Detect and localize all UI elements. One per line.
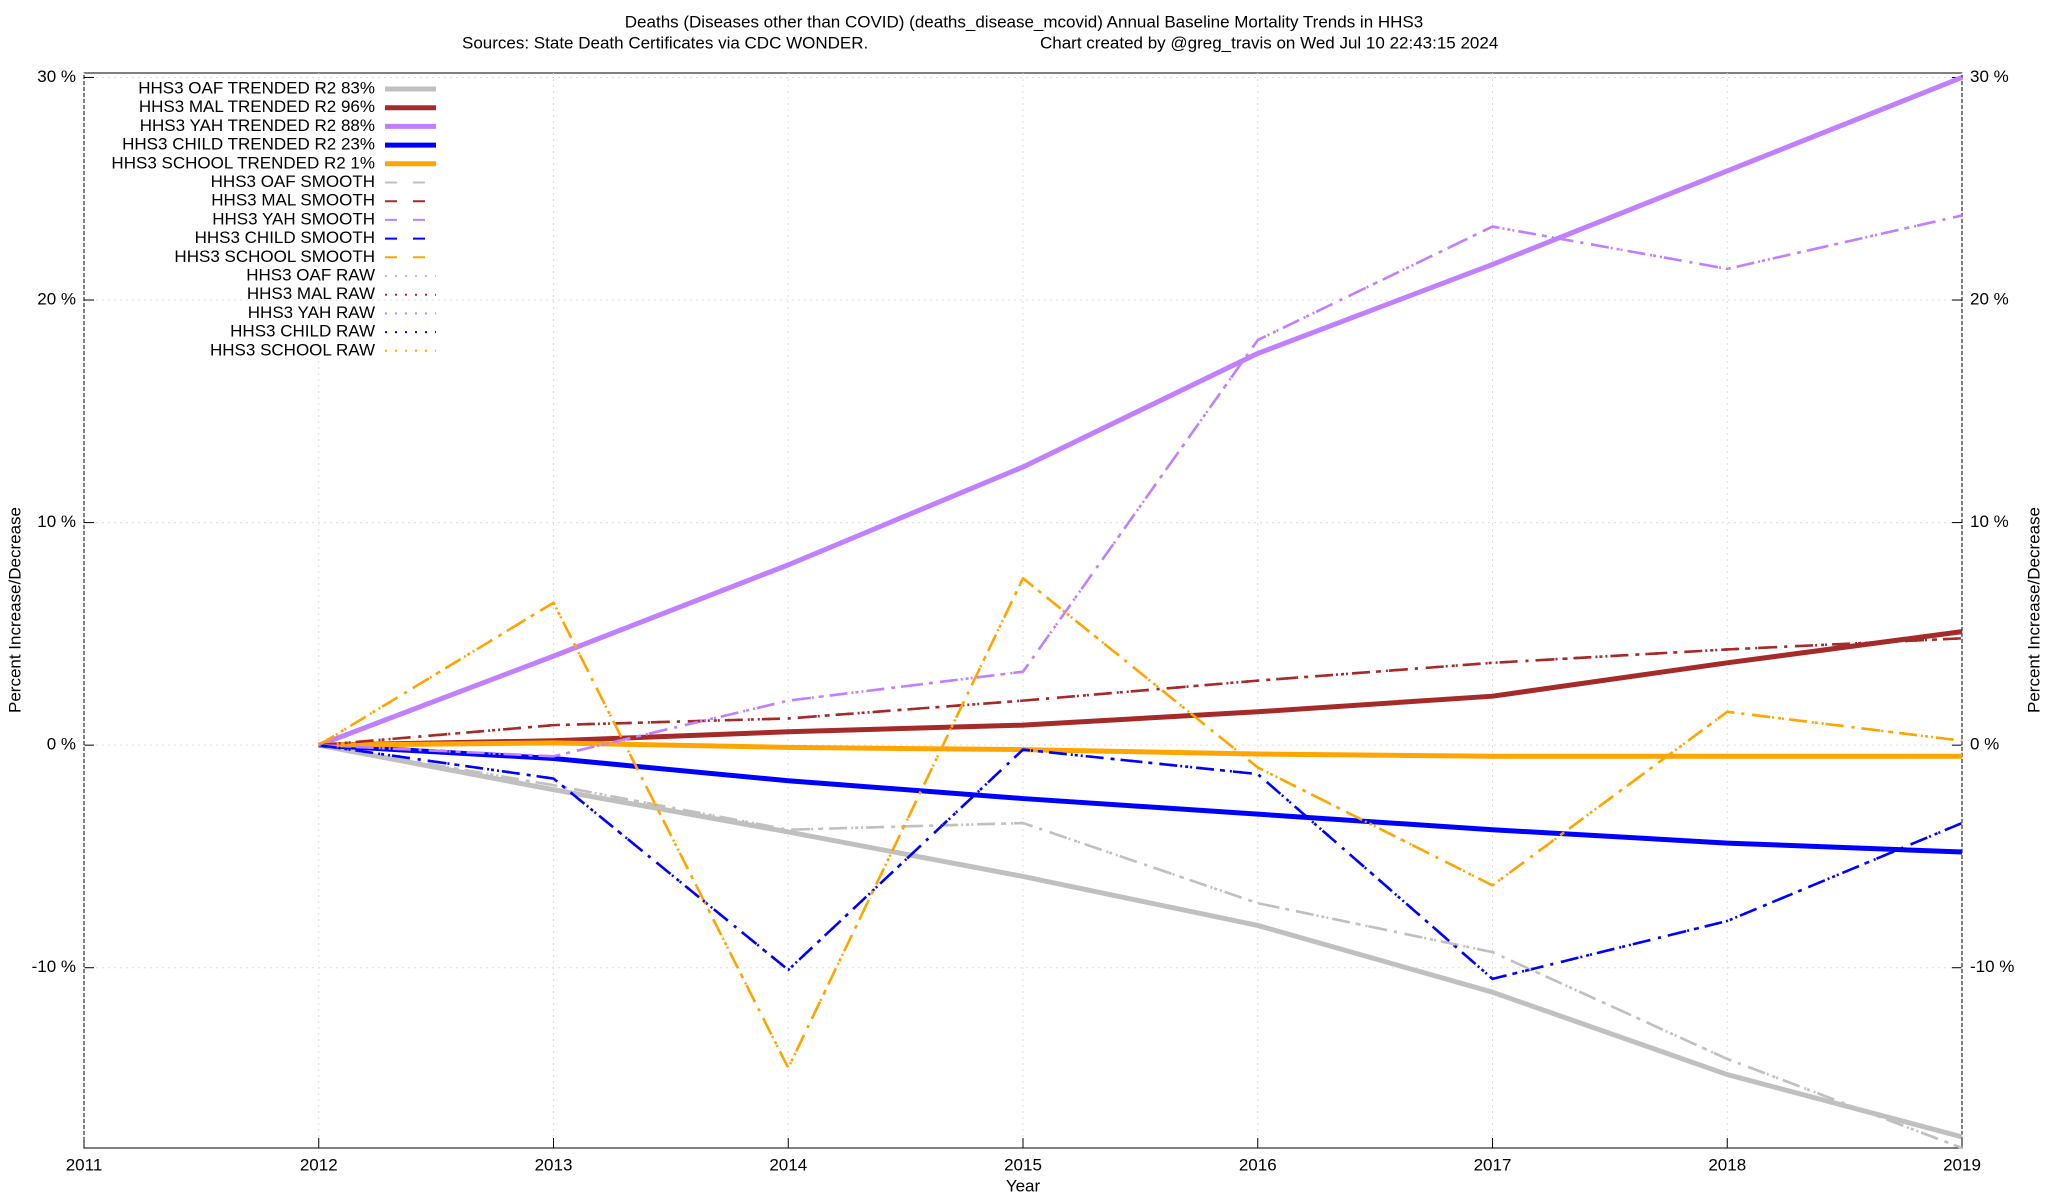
y2-tick-label: -10 % (1970, 957, 2014, 976)
series-line (318, 637, 1963, 747)
y-tick-label: 20 % (37, 290, 76, 309)
legend-label: HHS3 YAH SMOOTH (212, 209, 375, 228)
series-line (318, 742, 1963, 1140)
x-tick-label: 2011 (66, 1155, 103, 1174)
y2-tick-label: 30 % (1970, 67, 2009, 86)
legend-label: HHS3 CHILD RAW (230, 322, 375, 341)
y-tick-label: -10 % (32, 957, 76, 976)
y-axis-label: Percent Increase/Decrease (5, 507, 24, 713)
x-tick-label: 2013 (535, 1155, 573, 1174)
x-tick-label: 2012 (300, 1155, 338, 1174)
legend-label: HHS3 CHILD SMOOTH (195, 228, 375, 247)
series-line (318, 743, 1963, 1150)
y2-tick-label: 0 % (1970, 735, 1999, 754)
series-line (318, 742, 1963, 855)
legend-label: HHS3 OAF RAW (246, 265, 375, 284)
x-tick-label: 2016 (1239, 1155, 1277, 1174)
series-line (318, 740, 1962, 759)
series-line (318, 743, 1963, 981)
chart-credit: Chart created by @greg_travis on Wed Jul… (1040, 33, 1498, 52)
legend-label: HHS3 SCHOOL RAW (210, 340, 375, 359)
legend-label: HHS3 YAH TRENDED R2 88% (140, 116, 375, 135)
x-tick-label: 2017 (1474, 1155, 1512, 1174)
legend-label: HHS3 SCHOOL TRENDED R2 1% (111, 153, 375, 172)
legend-label: HHS3 CHILD TRENDED R2 23% (122, 135, 375, 154)
y2-axis-label: Percent Increase/Decrease (2024, 507, 2043, 713)
series-line (318, 214, 1963, 758)
y-tick-label: 10 % (37, 512, 76, 531)
x-tick-label: 2019 (1943, 1155, 1981, 1174)
legend-label: HHS3 OAF TRENDED R2 83% (138, 78, 375, 97)
x-tick-label: 2018 (1708, 1155, 1746, 1174)
x-tick-label: 2015 (1004, 1155, 1042, 1174)
y-tick-label: 0 % (47, 735, 76, 754)
legend-label: HHS3 OAF SMOOTH (211, 172, 375, 191)
y-tick-label: 30 % (37, 67, 76, 86)
series-line (318, 576, 1963, 1070)
legend-label: HHS3 YAH RAW (248, 303, 375, 322)
chart-subtitle: Sources: State Death Certificates via CD… (462, 33, 868, 52)
series-line (317, 75, 1963, 748)
x-axis-label: Year (1006, 1176, 1041, 1195)
legend-label: HHS3 MAL SMOOTH (211, 191, 375, 210)
chart-title: Deaths (Diseases other than COVID) (deat… (625, 12, 1423, 31)
series-line (318, 214, 1963, 758)
series-line (318, 743, 1963, 981)
legend-label: HHS3 MAL RAW (247, 284, 375, 303)
legend-label: HHS3 MAL TRENDED R2 96% (139, 97, 375, 116)
y2-tick-label: 20 % (1970, 290, 2009, 309)
legend-label: HHS3 SCHOOL SMOOTH (174, 247, 375, 266)
series-line (318, 629, 1963, 748)
x-tick-label: 2014 (769, 1155, 807, 1174)
y2-tick-label: 10 % (1970, 512, 2009, 531)
